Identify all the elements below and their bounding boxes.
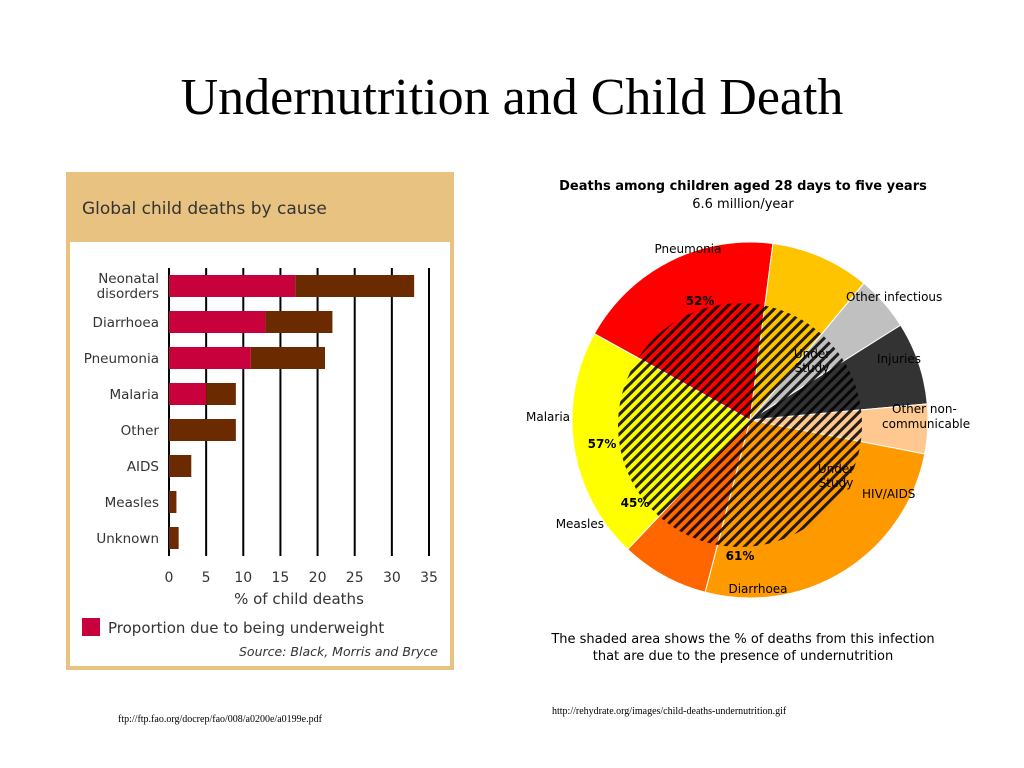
pie-caption: The shaded area shows the % of deaths fr… — [550, 632, 934, 647]
pie-slice-label: Other infectious — [846, 290, 942, 304]
x-tick-label: 15 — [272, 570, 290, 586]
bar-other-causes — [206, 383, 236, 405]
bar-other-causes — [169, 419, 236, 441]
pie-slice-label: Measles — [556, 517, 604, 531]
pie-inner-label: Study — [819, 476, 854, 490]
category-label: AIDS — [127, 459, 159, 475]
pie-chart-subtitle: 6.6 million/year — [692, 197, 794, 212]
x-tick-label: 35 — [420, 570, 438, 586]
pie-chart-title: Deaths among children aged 28 days to fi… — [559, 179, 927, 194]
x-tick-label: 25 — [346, 570, 364, 586]
bar-other-causes — [169, 491, 177, 513]
bar-other-causes — [295, 275, 415, 297]
bar-other-causes — [250, 347, 325, 369]
x-tick-label: 30 — [383, 570, 401, 586]
category-label: Measles — [105, 495, 159, 511]
pie-shaded-percent: 61% — [726, 549, 755, 563]
category-label: disorders — [97, 286, 159, 302]
pie-shaded-percent: 52% — [686, 294, 715, 308]
bar-underweight — [169, 311, 266, 333]
legend-label: Proportion due to being underweight — [108, 619, 384, 637]
category-label: Malaria — [109, 387, 159, 403]
bar-other-causes — [169, 527, 179, 549]
pie-caption: that are due to the presence of undernut… — [593, 649, 894, 664]
category-label: Diarrhoea — [93, 315, 159, 331]
bar-underweight — [169, 275, 296, 297]
bar-underweight — [169, 383, 207, 405]
x-tick-label: 10 — [234, 570, 252, 586]
bar-underweight — [169, 347, 251, 369]
category-label: Neonatal — [98, 271, 159, 287]
pie-slice-label: Malaria — [526, 410, 570, 424]
pie-inner-label: Study — [795, 361, 830, 375]
bar-other-causes — [265, 311, 333, 333]
pie-shaded-undernutrition-area — [618, 303, 862, 547]
source-url-left: ftp://ftp.fao.org/docrep/fao/008/a0200e/… — [118, 714, 322, 725]
category-label: Other — [121, 423, 160, 439]
bar-source: Source: Black, Morris and Bryce — [239, 644, 438, 659]
bar-chart-title: Global child deaths by cause — [82, 199, 327, 219]
bar-header — [70, 176, 450, 238]
slide-title: Undernutrition and Child Death — [180, 69, 844, 126]
bar-chart-panel: Global child deaths by cause 0 5 10 15 20 25 30… — [66, 172, 454, 670]
pie-slice-label: Diarrhoea — [728, 582, 787, 596]
source-url-right: http://rehydrate.org/images/child-deaths… — [552, 706, 787, 717]
pie-slice-label: Injuries — [877, 352, 921, 366]
bar-chart: Global child deaths by cause 0 5 10 15 20 25 30… — [66, 172, 454, 670]
pie-inner-label: Under — [794, 347, 830, 361]
category-label: Pneumonia — [84, 351, 159, 367]
x-tick-label: 20 — [309, 570, 327, 586]
pie-slice-label: Other non- — [892, 402, 957, 416]
pie-shaded-percent: 57% — [588, 437, 617, 451]
x-tick-label: 0 — [165, 570, 174, 586]
pie-chart-panel: Deaths among children aged 28 days to fi… — [520, 175, 970, 675]
bar-other-causes — [169, 455, 192, 477]
x-tick-label: 5 — [202, 570, 211, 586]
pie-slice-label: communicable — [882, 417, 970, 431]
pie-chart: Deaths among children aged 28 days to fi… — [526, 179, 970, 664]
pie-inner-label: Under — [818, 462, 854, 476]
pie-shaded-percent: 45% — [621, 496, 650, 510]
category-label: Unknown — [96, 531, 159, 547]
pie-slice-label: Pneumonia — [655, 242, 722, 256]
pie-slice-label: HIV/AIDS — [862, 487, 915, 501]
legend-swatch — [82, 618, 100, 636]
x-axis-label: % of child deaths — [234, 590, 364, 608]
